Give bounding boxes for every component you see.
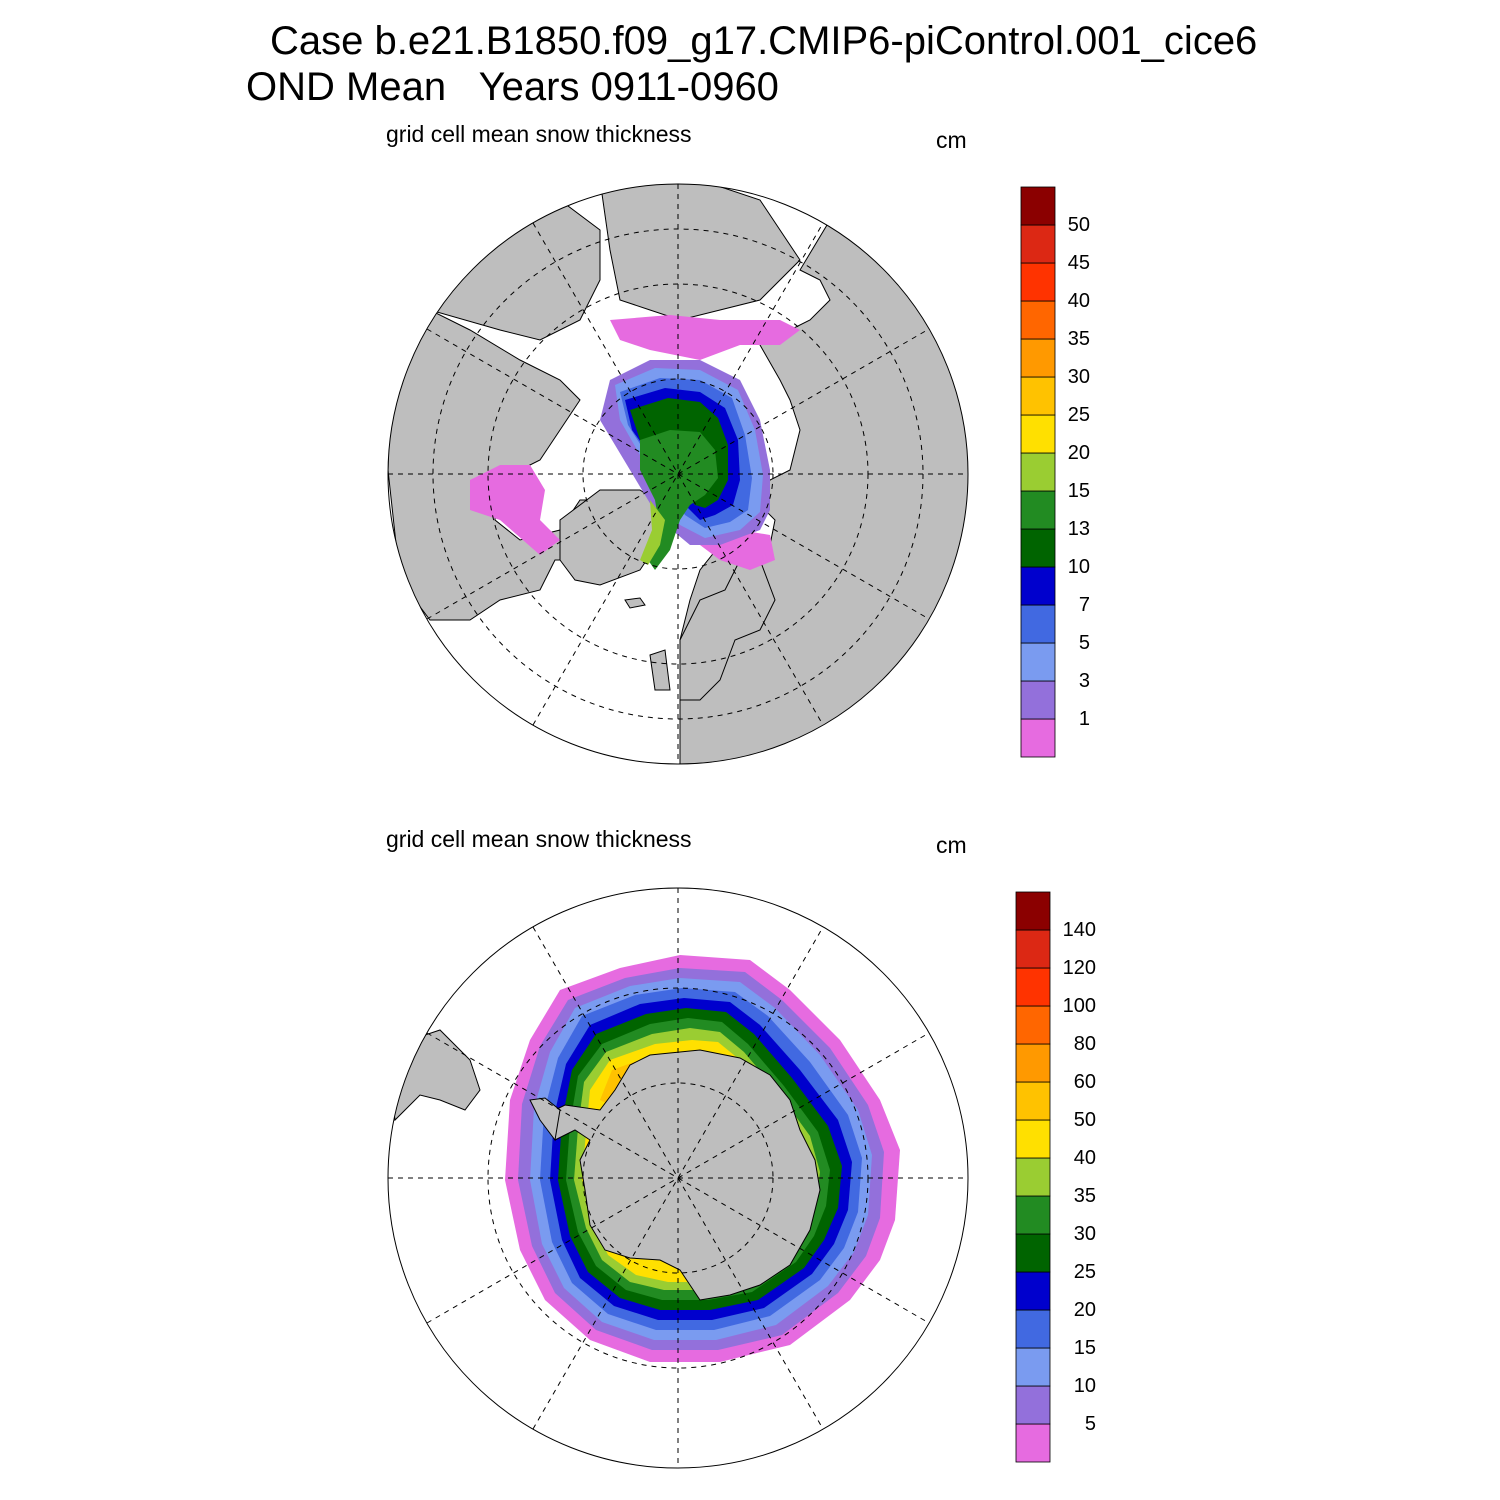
colorbar-box xyxy=(1015,1233,1051,1273)
figure-title-period: OND Mean Years 0911-0960 xyxy=(246,65,779,109)
colorbar-box xyxy=(1015,1119,1051,1159)
south-graticule xyxy=(388,888,968,1468)
colorbar-box xyxy=(1015,1423,1051,1463)
colorbar-box xyxy=(1020,490,1056,530)
land-scandinavia xyxy=(679,559,776,701)
colorbar-box xyxy=(1020,300,1056,340)
colorbar-box xyxy=(1020,566,1056,606)
colorbar-box xyxy=(1020,262,1056,302)
north-map-units: cm xyxy=(936,127,967,153)
colorbar-box xyxy=(1015,1347,1051,1387)
colorbar-box xyxy=(1020,680,1056,720)
colorbar-box xyxy=(1020,604,1056,644)
colorbar-box xyxy=(1020,718,1056,758)
south-map-units: cm xyxy=(936,832,967,858)
colorbar-box xyxy=(1020,452,1056,492)
south-map-title: grid cell mean snow thickness xyxy=(386,826,692,852)
colorbar-box xyxy=(1015,1195,1051,1235)
colorbar-box xyxy=(1015,1043,1051,1083)
north-band-lt1-hudson xyxy=(470,465,560,555)
colorbar-box xyxy=(1020,224,1056,264)
colorbar-box xyxy=(1015,1385,1051,1425)
land-antarctic-peninsula xyxy=(529,1097,561,1142)
north-graticule xyxy=(388,184,968,764)
colorbar-box xyxy=(1015,1309,1051,1349)
colorbar-box xyxy=(1015,929,1051,969)
colorbar-box xyxy=(1015,967,1051,1007)
colorbar-box xyxy=(1020,528,1056,568)
colorbar-box xyxy=(1020,376,1056,416)
figure-title-case: Case b.e21.B1850.f09_g17.CMIP6-piControl… xyxy=(270,19,1258,63)
colorbar-box xyxy=(1015,1081,1051,1121)
land-chukotka xyxy=(599,184,801,321)
colorbar-box xyxy=(1015,1005,1051,1045)
colorbar-box xyxy=(1020,642,1056,682)
colorbar-box xyxy=(1020,414,1056,454)
colorbar-box xyxy=(1015,891,1051,931)
land-iceland xyxy=(624,597,646,609)
colorbar-box xyxy=(1020,338,1056,378)
colorbar-box xyxy=(1015,1157,1051,1197)
colorbar-box xyxy=(1020,186,1056,226)
north-band-15-20 xyxy=(640,500,665,565)
north-map-title: grid cell mean snow thickness xyxy=(386,121,692,147)
north-band-lt1 xyxy=(610,315,800,360)
land-britain xyxy=(649,649,671,691)
colorbar-box xyxy=(1015,1271,1051,1311)
